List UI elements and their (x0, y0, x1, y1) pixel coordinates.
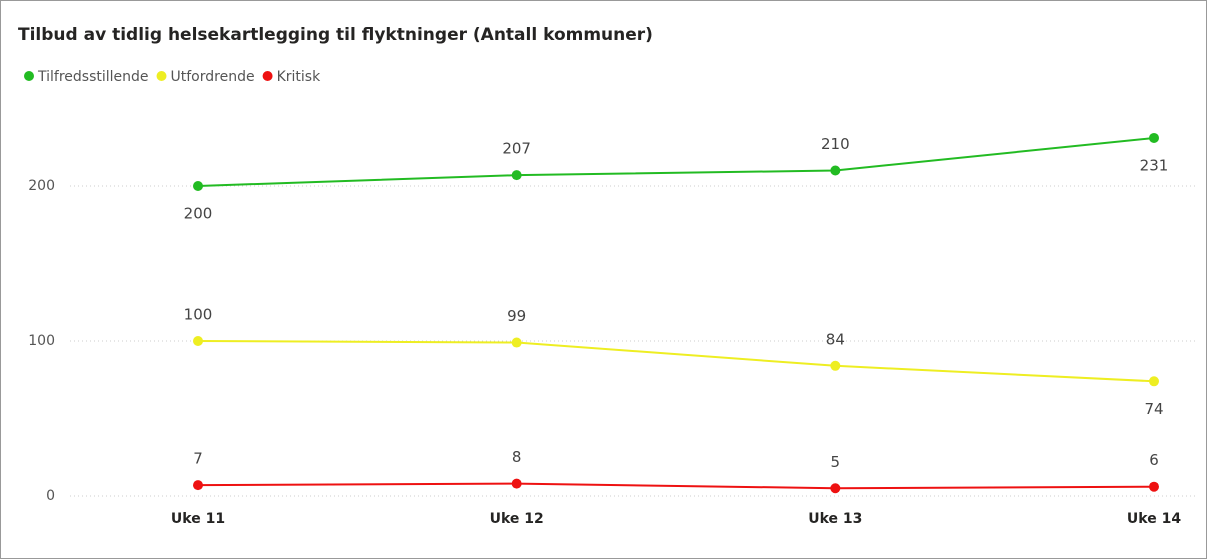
legend-label: Kritisk (277, 69, 321, 85)
chart-title: Tilbud av tidlig helsekartlegging til fl… (18, 25, 653, 45)
legend-marker (24, 71, 34, 81)
data-point (1149, 132, 1159, 143)
data-point (511, 170, 522, 181)
data-label: 200 (184, 205, 213, 223)
x-tick-label: Uke 14 (1127, 511, 1181, 527)
y-tick-label: 200 (28, 178, 55, 194)
data-point (193, 480, 203, 491)
data-point (1149, 376, 1159, 387)
data-point (193, 181, 203, 191)
data-point (830, 165, 841, 176)
data-label: 99 (507, 307, 526, 325)
data-point (1149, 481, 1159, 492)
data-label: 84 (826, 330, 845, 348)
data-label: 100 (184, 306, 213, 324)
data-point (193, 336, 203, 346)
legend-label: Utfordrende (171, 69, 255, 85)
x-tick-label: Uke 11 (171, 511, 225, 527)
data-label: 7 (193, 450, 203, 468)
data-point (511, 337, 522, 348)
data-label: 74 (1144, 400, 1163, 418)
data-label: 231 (1140, 156, 1169, 174)
data-label: 210 (821, 135, 850, 153)
data-label: 5 (831, 453, 841, 471)
series-line (197, 136, 1155, 187)
series-line (197, 482, 1155, 490)
data-point (830, 360, 841, 371)
legend-label: Tilfredsstillende (37, 69, 149, 85)
data-label: 207 (502, 140, 531, 158)
data-point (830, 483, 841, 494)
data-label: 6 (1149, 451, 1159, 469)
y-tick-label: 0 (46, 488, 55, 504)
x-tick-label: Uke 13 (808, 511, 862, 527)
x-tick-label: Uke 12 (490, 511, 544, 527)
legend-marker (262, 71, 273, 81)
series-line (197, 340, 1155, 383)
data-point (511, 478, 522, 489)
data-label: 8 (512, 448, 522, 466)
y-tick-label: 100 (28, 333, 55, 349)
legend-marker (156, 71, 167, 81)
